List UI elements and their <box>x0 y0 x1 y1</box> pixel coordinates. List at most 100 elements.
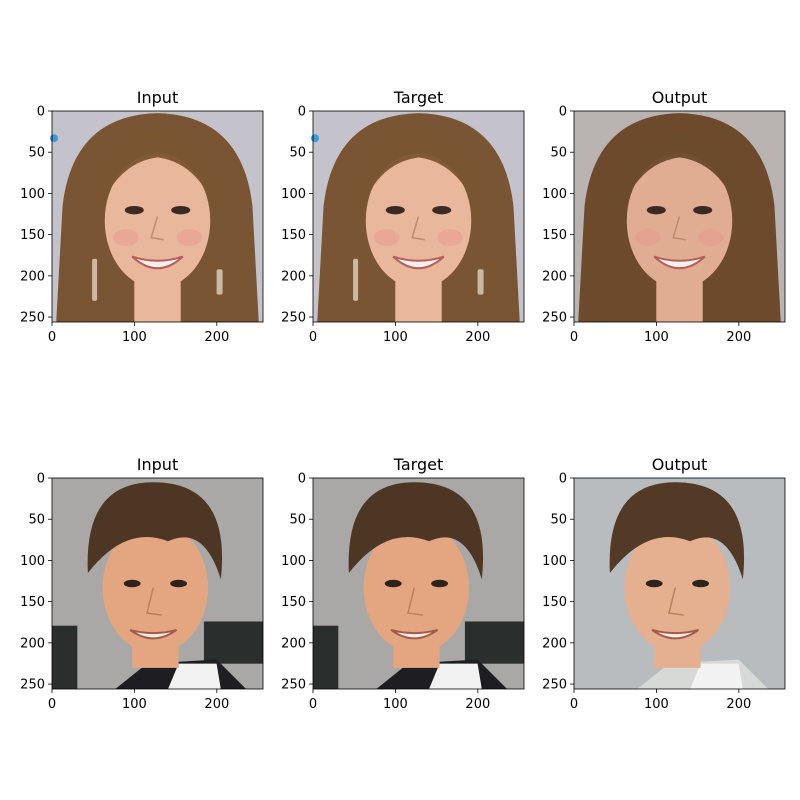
smile <box>129 628 178 640</box>
panel-title: Target <box>393 88 444 107</box>
left-eye <box>384 579 402 588</box>
y-tick-label: 250 <box>281 311 306 326</box>
panel-title: Output <box>652 88 708 107</box>
y-tick-label: 0 <box>37 105 45 120</box>
y-tick-label: 0 <box>559 472 567 487</box>
y-tick-label: 50 <box>289 146 306 161</box>
y-tick-label: 100 <box>20 554 45 569</box>
x-tick-label: 100 <box>383 330 408 345</box>
backdrop-shape <box>203 621 263 664</box>
y-tick-label: 200 <box>20 636 45 651</box>
earring-right <box>216 269 223 295</box>
y-tick-label: 100 <box>542 187 567 202</box>
earring-left <box>353 258 359 301</box>
earring-right <box>477 269 484 295</box>
y-tick-label: 250 <box>542 311 567 326</box>
hair-fringe <box>355 132 482 228</box>
x-tick-label: 0 <box>309 330 317 345</box>
image-panel: Target 0 100 200 0 50 100 150 200 250 <box>281 455 525 712</box>
hair <box>348 482 484 580</box>
nose <box>411 216 425 241</box>
y-tick-label: 200 <box>542 636 567 651</box>
backdrop-shape <box>313 625 339 689</box>
x-tick-label: 0 <box>570 697 578 712</box>
image-panel: Target 0 100 200 0 50 100 150 200 250 <box>281 88 525 345</box>
smile <box>390 628 439 640</box>
image-content <box>52 111 263 322</box>
y-tick-label: 0 <box>298 105 306 120</box>
cheek-left <box>374 229 400 247</box>
axes-frame <box>573 110 786 323</box>
x-tick-label: 100 <box>644 330 669 345</box>
y-tick-label: 250 <box>281 678 306 693</box>
image-panel: Input 0 100 200 0 50 100 150 200 250 <box>20 455 264 712</box>
y-tick-label: 100 <box>20 187 45 202</box>
y-tick-label: 250 <box>542 678 567 693</box>
face <box>365 153 472 289</box>
x-tick-label: 200 <box>726 330 751 345</box>
right-eye <box>171 205 191 215</box>
axes-frame <box>312 110 525 323</box>
y-tick-label: 50 <box>550 146 567 161</box>
earring-left <box>92 258 98 301</box>
y-tick-label: 50 <box>28 146 45 161</box>
x-tick-label: 0 <box>570 330 578 345</box>
x-tick-label: 200 <box>204 697 229 712</box>
nose <box>407 587 423 616</box>
y-tick-label: 0 <box>559 105 567 120</box>
y-tick-label: 250 <box>20 678 45 693</box>
backdrop-shape <box>52 625 78 689</box>
image-content <box>52 478 263 689</box>
panel-title: Output <box>652 455 708 474</box>
left-eye <box>645 579 663 588</box>
marker-point <box>50 134 58 143</box>
face <box>626 153 733 289</box>
face <box>363 522 470 654</box>
x-tick-label: 200 <box>726 697 751 712</box>
smile <box>653 255 706 270</box>
left-eye <box>123 579 141 588</box>
y-tick-label: 200 <box>281 636 306 651</box>
axes-frame <box>51 477 264 690</box>
y-tick-label: 100 <box>281 187 306 202</box>
nose <box>672 216 686 241</box>
face <box>104 153 211 289</box>
cheek-right <box>176 229 202 247</box>
right-eye <box>432 205 452 215</box>
cheek-right <box>698 229 724 247</box>
face <box>102 522 209 654</box>
panel-title: Input <box>137 455 178 474</box>
x-tick-label: 0 <box>48 697 56 712</box>
shirt-collar <box>690 663 743 689</box>
cheek-left <box>113 229 139 247</box>
nose <box>146 587 162 616</box>
y-tick-label: 100 <box>542 554 567 569</box>
smile <box>392 255 445 270</box>
x-tick-label: 100 <box>122 697 147 712</box>
image-panel: Output 0 100 200 0 50 100 150 200 250 <box>542 455 786 712</box>
y-tick-label: 200 <box>281 269 306 284</box>
x-tick-label: 100 <box>122 330 147 345</box>
shirt-collar <box>168 663 221 689</box>
x-tick-label: 0 <box>309 697 317 712</box>
y-tick-label: 250 <box>20 311 45 326</box>
cheek-left <box>635 229 661 247</box>
nose <box>668 587 684 616</box>
hair <box>609 482 745 580</box>
cheek-right <box>437 229 463 247</box>
axes-frame <box>312 477 525 690</box>
hair-fringe <box>94 132 221 228</box>
image-content <box>313 111 524 322</box>
y-tick-label: 50 <box>550 513 567 528</box>
y-tick-label: 100 <box>281 554 306 569</box>
hair <box>87 482 223 580</box>
y-tick-label: 150 <box>20 595 45 610</box>
y-tick-label: 50 <box>289 513 306 528</box>
y-tick-label: 150 <box>542 228 567 243</box>
image-content <box>574 111 785 322</box>
y-tick-label: 200 <box>20 269 45 284</box>
right-eye <box>170 579 188 588</box>
y-tick-label: 200 <box>542 269 567 284</box>
image-content <box>313 478 524 689</box>
